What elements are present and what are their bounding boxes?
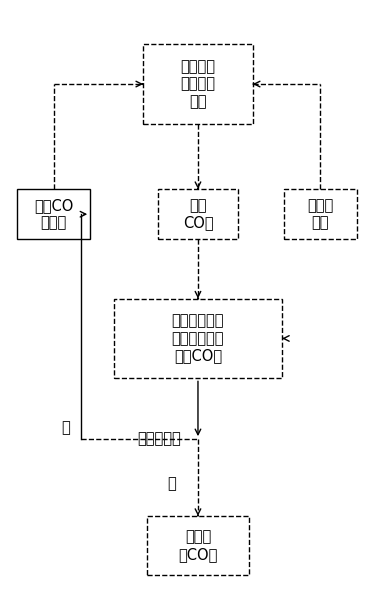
Text: 建立、校正热
量平衡模型，
计算CO值: 建立、校正热 量平衡模型， 计算CO值	[172, 314, 224, 364]
Text: 是: 是	[167, 476, 176, 491]
Bar	[114, 299, 282, 379]
Text: 输入化
验值: 输入化 验值	[307, 198, 334, 230]
Bar	[284, 189, 357, 239]
Text: 建立并校
正再生器
模型: 建立并校 正再生器 模型	[181, 59, 215, 109]
Text: 返回CO
计算值: 返回CO 计算值	[34, 198, 73, 230]
Text: 否: 否	[61, 420, 70, 435]
Bar	[143, 44, 253, 124]
Bar	[147, 516, 249, 575]
Bar	[17, 189, 90, 239]
Bar	[158, 189, 238, 239]
Text: 输出当
前CO值: 输出当 前CO值	[178, 529, 218, 562]
Text: 达到收敛？: 达到收敛？	[138, 431, 181, 446]
Text: 估计
CO值: 估计 CO值	[183, 198, 213, 230]
